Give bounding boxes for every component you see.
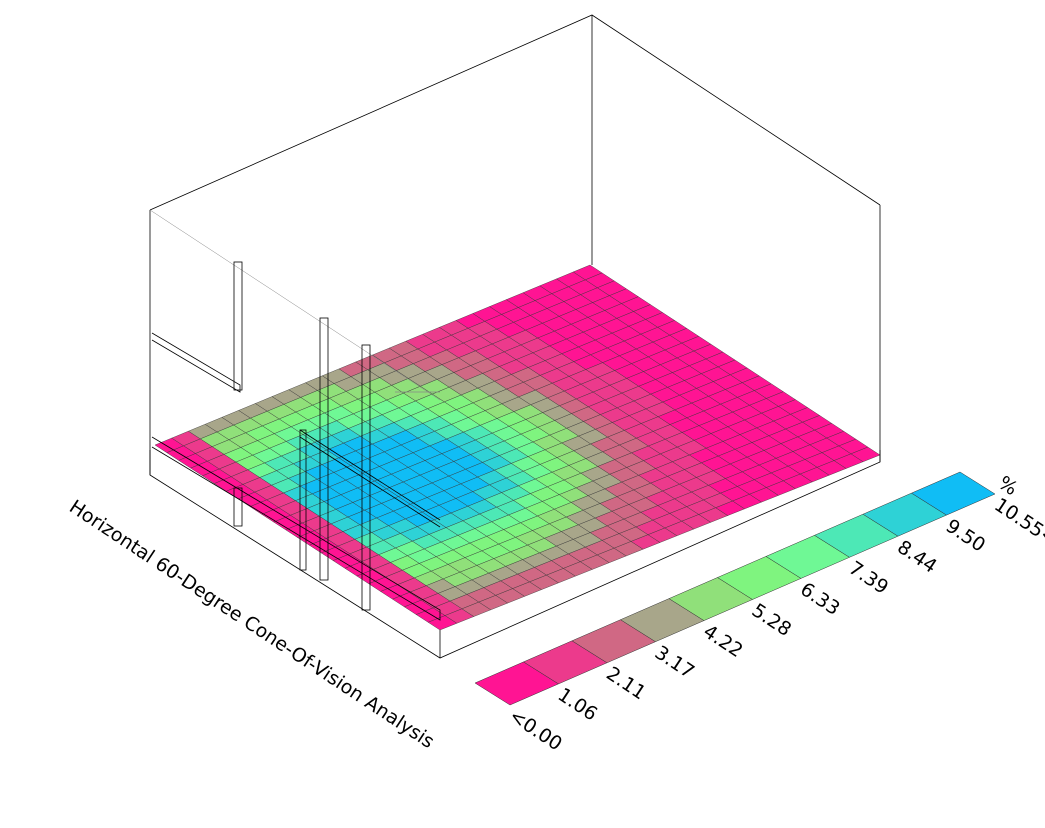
legend-label: 9.50 [942, 515, 989, 557]
legend-label: 3.17 [651, 642, 698, 684]
legend-label: 2.11 [602, 663, 649, 705]
legend-label: 1.06 [554, 684, 601, 726]
floor-grid [154, 264, 881, 631]
room-box [149, 14, 881, 659]
legend-label: 10.55< [990, 494, 1045, 551]
legend-unit: % [994, 472, 1021, 500]
legend-label: 5.28 [748, 599, 795, 641]
legend-label: <0.00 [505, 705, 566, 755]
legend-label: 6.33 [796, 578, 843, 620]
legend-label: 7.39 [845, 557, 892, 599]
legend-swatch [910, 471, 996, 516]
legend-label: 8.44 [893, 536, 940, 578]
legend-label: 4.22 [699, 620, 746, 662]
